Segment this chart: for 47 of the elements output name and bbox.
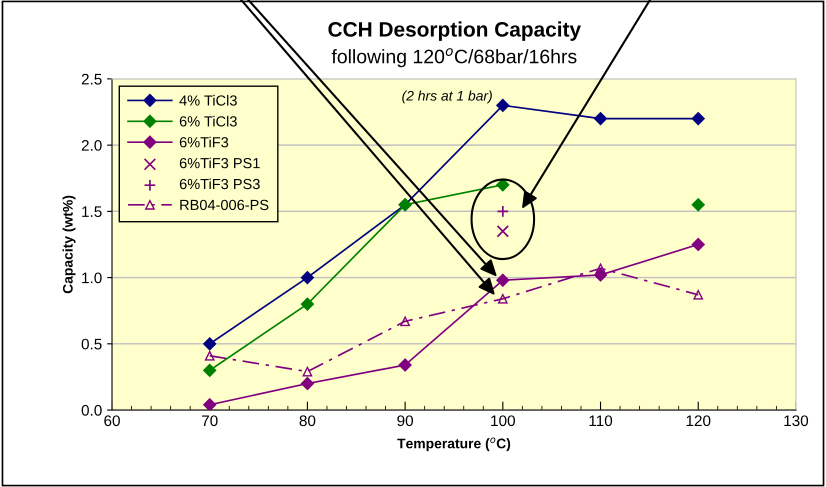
point — [203, 364, 216, 377]
x-tick-label: 100 — [491, 415, 515, 426]
y-tick-label: 2.5 — [82, 74, 102, 85]
point — [398, 358, 412, 372]
x-tick-label: 120 — [686, 415, 710, 426]
x-tick-label: 90 — [397, 415, 414, 426]
x-tick-label: 130 — [784, 415, 808, 426]
x-axis-title: Temperature ($^{o}$C) — [397, 437, 510, 452]
legend-label: 4% TiCl3 — [179, 94, 237, 106]
y-tick-label: 1.5 — [82, 206, 102, 218]
point — [300, 271, 314, 284]
point — [300, 297, 314, 311]
point — [692, 112, 705, 126]
point — [203, 337, 216, 350]
point — [496, 178, 510, 192]
y-tick-label: 0.5 — [82, 338, 102, 350]
point — [498, 294, 508, 304]
point — [400, 316, 410, 326]
point — [596, 263, 606, 274]
x-tick-label: 80 — [300, 415, 316, 426]
x-tick-label: 110 — [590, 415, 612, 426]
point — [692, 198, 705, 212]
chart-subtitle: following 120$^{o}$C/68bar/16hrs — [332, 48, 576, 68]
point — [496, 274, 510, 287]
legend-label: 6% TiCl3 — [180, 116, 237, 127]
point — [496, 98, 510, 112]
point — [692, 238, 705, 252]
point — [496, 225, 510, 238]
y-tick-label: 0.0 — [82, 404, 102, 416]
legend-label: RB04-006-PS — [180, 200, 268, 210]
point — [203, 398, 216, 410]
point — [300, 376, 314, 390]
annotation: (2 hrs at 1 bar) — [402, 90, 492, 104]
y-tick-label: 1.0 — [82, 272, 102, 284]
point — [693, 290, 704, 300]
point — [594, 112, 608, 126]
x-tick-label: 70 — [202, 415, 218, 426]
chart-title: CCH Desorption Capacity — [328, 21, 581, 41]
point — [204, 350, 215, 361]
y-tick-label: 2.0 — [82, 140, 102, 151]
legend-label: 6%TiF3 PS3 — [180, 178, 260, 190]
legend-label: 6%TiF3 — [180, 136, 228, 148]
legend-label: 6%TiF3 PS1 — [180, 158, 260, 168]
point — [496, 205, 510, 218]
y-axis-title: Capacity (wt%) — [62, 196, 76, 294]
x-tick-label: 60 — [104, 415, 120, 426]
point — [302, 366, 312, 376]
